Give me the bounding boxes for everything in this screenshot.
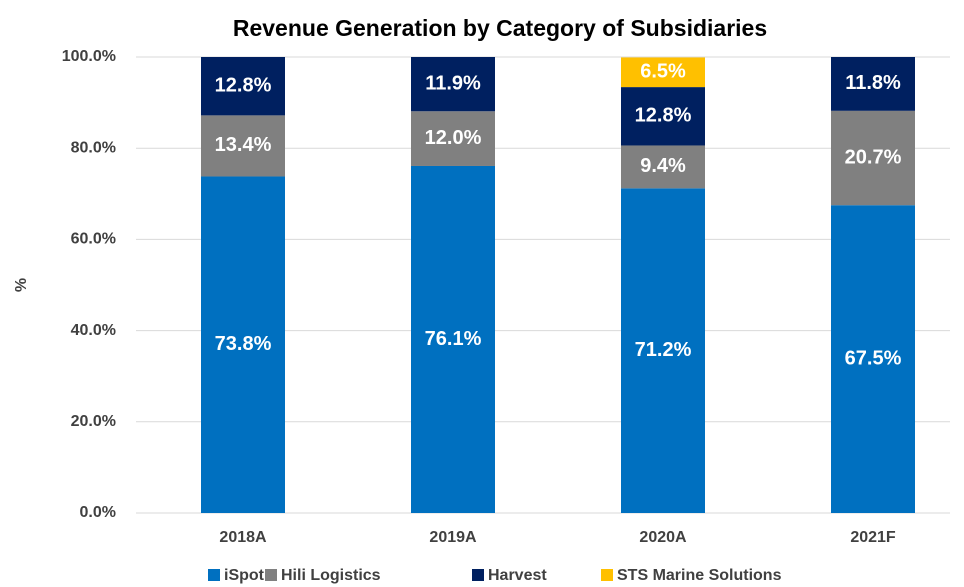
y-tick-label: 100.0% bbox=[62, 48, 116, 65]
data-label: 12.8% bbox=[635, 105, 692, 127]
y-tick-label: 20.0% bbox=[71, 413, 116, 430]
bar-segment bbox=[411, 57, 495, 112]
x-tick-label: 2021F bbox=[850, 529, 896, 546]
y-tick-label: 60.0% bbox=[71, 231, 116, 248]
y-tick-label: 80.0% bbox=[71, 139, 116, 156]
bar-segment bbox=[621, 57, 705, 88]
legend-swatch bbox=[472, 569, 484, 581]
data-label: 6.5% bbox=[640, 61, 686, 83]
bar-segment bbox=[201, 176, 285, 514]
x-tick-label: 2019A bbox=[429, 529, 477, 546]
bar-segment bbox=[621, 87, 705, 146]
bar-segment bbox=[411, 165, 495, 513]
legend-label: iSpot bbox=[224, 567, 265, 584]
data-label: 13.4% bbox=[215, 134, 272, 156]
data-label: 9.4% bbox=[640, 155, 686, 177]
data-label: 76.1% bbox=[425, 328, 482, 350]
x-tick-label: 2020A bbox=[639, 529, 687, 546]
data-label: 11.9% bbox=[425, 72, 481, 94]
data-label: 73.8% bbox=[215, 333, 272, 355]
bar-segment bbox=[201, 57, 285, 116]
data-label: 12.8% bbox=[215, 74, 272, 96]
legend-swatch bbox=[601, 569, 613, 581]
bar-segment bbox=[621, 188, 705, 513]
y-axis-label: % bbox=[13, 278, 30, 292]
bar-segment bbox=[201, 115, 285, 177]
bar-segment bbox=[621, 145, 705, 189]
chart-title: Revenue Generation by Category of Subsid… bbox=[233, 15, 767, 41]
data-label: 20.7% bbox=[845, 146, 902, 168]
bar-segment bbox=[831, 110, 915, 206]
data-label: 67.5% bbox=[845, 347, 902, 369]
y-tick-label: 0.0% bbox=[80, 504, 116, 521]
data-label: 71.2% bbox=[635, 339, 692, 361]
bar-segment bbox=[831, 205, 915, 513]
legend-swatch bbox=[208, 569, 220, 581]
bar-segment bbox=[411, 111, 495, 166]
bar-segment bbox=[831, 57, 915, 111]
legend-label: Hili Logistics bbox=[281, 567, 381, 584]
data-label: 12.0% bbox=[425, 127, 482, 149]
data-label: 11.8% bbox=[845, 72, 901, 94]
x-tick-label: 2018A bbox=[219, 529, 267, 546]
y-tick-label: 40.0% bbox=[71, 322, 116, 339]
legend-label: Harvest bbox=[488, 567, 547, 584]
legend-swatch bbox=[265, 569, 277, 581]
legend-label: STS Marine Solutions bbox=[617, 567, 782, 584]
